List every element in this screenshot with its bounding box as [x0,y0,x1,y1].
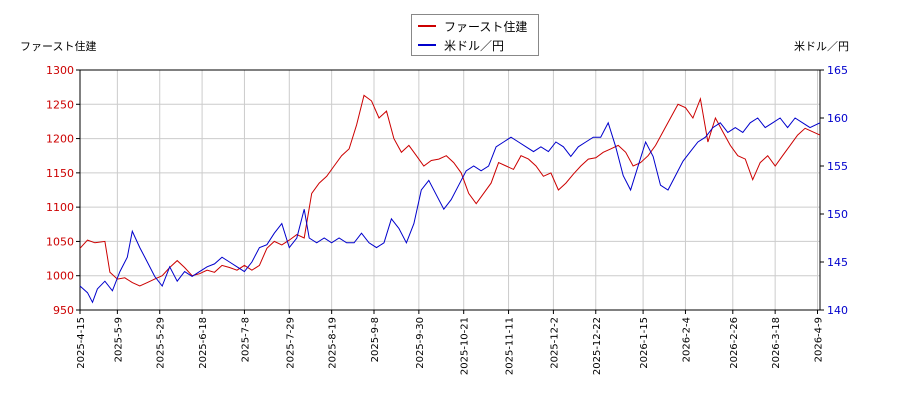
right-tick-label: 140 [827,304,848,317]
x-tick-label: 2025-12-22 [592,317,603,375]
right-tick-label: 165 [827,64,848,77]
right-tick-label: 150 [827,208,848,221]
plot-area [79,69,821,311]
left-tick-label: 950 [53,304,74,317]
right-tick-label: 160 [827,112,848,125]
x-tick-label: 2026-2-26 [729,317,740,369]
x-tick-label: 2025-10-21 [460,317,471,375]
x-tick-label: 2025-4-15 [76,317,87,369]
x-tick-label: 2026-4-9 [814,317,825,362]
x-tick-label: 2026-1-15 [639,317,650,369]
x-tick-label: 2025-9-30 [415,317,426,369]
legend-swatch-2 [418,44,436,46]
left-tick-label: 1150 [46,167,74,180]
x-tick-label: 2025-8-19 [328,317,339,369]
left-tick-label: 1300 [46,64,74,77]
legend-swatch-1 [418,25,436,27]
left-tick-label: 1100 [46,201,74,214]
x-tick-label: 2025-12-2 [549,317,560,369]
legend-item-2: 米ドル／円 [418,36,504,54]
legend-label-1: ファースト住建 [444,19,528,34]
left-axis-title: ファースト住建 [20,40,97,53]
right-tick-label: 155 [827,160,848,173]
x-tick-label: 2025-5-9 [113,317,124,362]
x-tick-label: 2025-5-29 [156,317,167,369]
x-tick-label: 2026-3-18 [771,317,782,369]
left-tick-label: 1000 [46,270,74,283]
plot-frame [79,69,821,311]
left-tick-label: 1250 [46,98,74,111]
x-tick-label: 2026-2-4 [681,317,692,362]
left-tick-label: 1200 [46,133,74,146]
legend-item-1: ファースト住建 [418,17,527,35]
legend: ファースト住建 米ドル／円 [411,14,539,56]
series-line-2 [79,117,821,304]
legend-label-2: 米ドル／円 [444,38,505,53]
left-tick-label: 1050 [46,235,74,248]
x-tick-label: 2025-9-8 [370,317,381,362]
x-tick-label: 2025-7-29 [285,317,296,369]
right-tick-label: 145 [827,256,848,269]
x-tick-label: 2025-6-18 [198,317,209,369]
series-line-1 [79,94,821,287]
x-tick-label: 2025-7-8 [240,317,251,362]
x-tick-label: 2025-11-11 [505,317,516,375]
right-axis-title: 米ドル／円 [794,40,849,53]
